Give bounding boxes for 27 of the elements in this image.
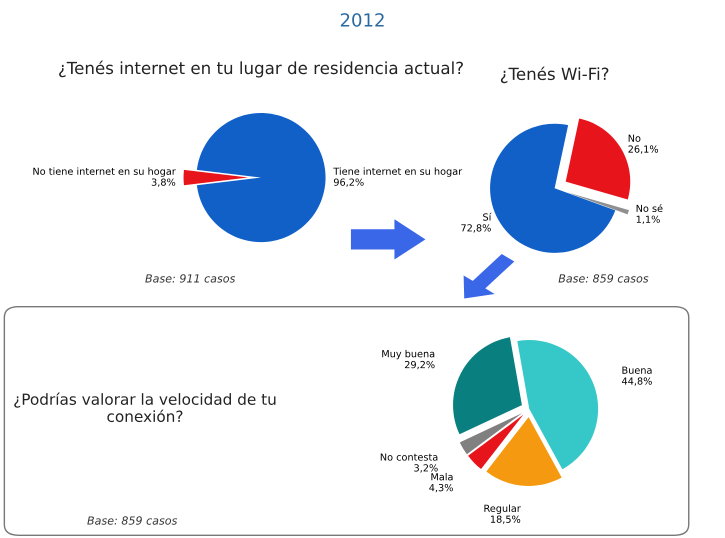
data-label: 3,2% (414, 464, 438, 473)
data-label: 29,2% (404, 360, 435, 370)
text: Base: 859 casos (87, 516, 178, 525)
data-label: 4,3% (429, 484, 453, 492)
slice-label: Tiene internet en su hogar (333, 167, 462, 177)
data-label: 18,5% (490, 516, 520, 524)
text: Base: 859 casos (558, 274, 648, 283)
text: ¿Podrías valorar la velocidad de tu conexión? (14, 392, 276, 422)
slice-label: Muy buena (382, 350, 434, 360)
data-label: 1,1% (636, 216, 660, 224)
data-label: 44,8% (622, 377, 652, 386)
text: Base: 911 casos (145, 274, 236, 283)
slice-label: Regular (484, 504, 521, 514)
slice-label: No sé (636, 204, 663, 212)
slice-label: No tiene internet en su hogar (33, 167, 176, 177)
data-label: 72,8% (461, 224, 491, 233)
data-label: 3,8% (152, 178, 176, 187)
text: 2012 (340, 13, 384, 27)
slice-label: Buena (622, 366, 652, 374)
slice-label: Sí (483, 212, 492, 221)
data-label: 26,1% (628, 145, 658, 154)
slice-label: Mala (431, 472, 453, 480)
chart-title: ¿Tenés Wi-Fi? (500, 66, 608, 84)
chart-title: ¿Tenés internet en tu lugar de residencia actual? (59, 60, 463, 78)
data-label: 96,2% (334, 178, 364, 187)
slice-label: No (628, 134, 640, 142)
slice-label: No contesta (380, 453, 438, 461)
